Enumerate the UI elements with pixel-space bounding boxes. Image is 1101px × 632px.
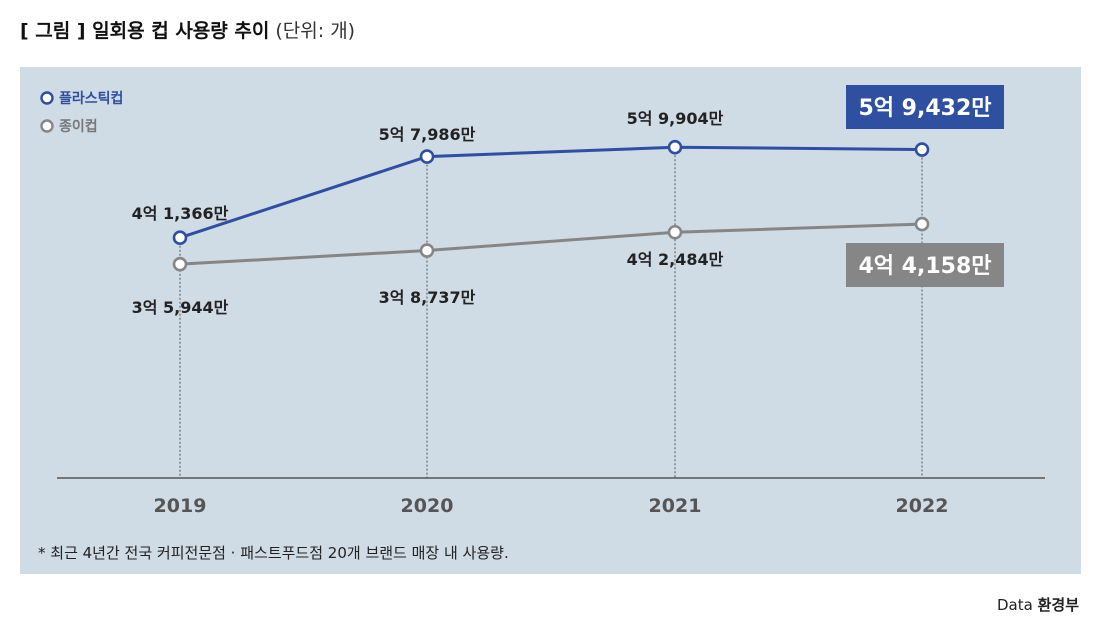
x-tick-label: 2022 (896, 495, 949, 517)
chart-unit: (단위: 개) (275, 20, 356, 42)
final-value-label-plastic: 5억 9,432만 (858, 96, 991, 121)
data-point-paper (419, 243, 435, 258)
legend-label-paper: 종이컵 (59, 118, 98, 135)
data-point-paper (667, 224, 683, 240)
final-value-box-paper (846, 243, 1004, 287)
x-tick-label: 2021 (649, 495, 702, 517)
legend-marker-paper (40, 119, 54, 133)
x-tick-label: 2019 (154, 495, 207, 517)
data-label-paper: 4억 2,484만 (627, 250, 724, 269)
data-label-paper: 3억 8,737만 (379, 288, 476, 307)
data-point-plastic (172, 230, 188, 245)
data-point-plastic (667, 139, 683, 155)
final-value-box-plastic (846, 85, 1004, 129)
series-line-plastic (179, 145, 923, 240)
final-value-label-paper: 4억 4,158만 (858, 254, 991, 279)
data-point-paper (914, 216, 930, 232)
legend-label-plastic: 플라스틱컵 (59, 90, 123, 107)
legend-marker-plastic (40, 91, 54, 105)
data-point-plastic (419, 149, 435, 164)
chart-title-main: [ 그림 ] 일회용 컵 사용량 추이 (20, 20, 270, 42)
data-point-plastic (914, 142, 930, 157)
series-line-paper (179, 222, 923, 266)
data-point-paper (172, 256, 188, 272)
data-label-plastic: 4억 1,366만 (132, 204, 229, 223)
chart-panel: 2019 2020 2021 2022 4억 1,366만 5억 7,986만 5억 9,9… (20, 67, 1081, 574)
data-source: Data 환경부 (997, 594, 1079, 615)
x-tick-label: 2020 (401, 495, 454, 517)
line-chart: 2019 2020 2021 2022 4억 1,366만 5억 7,986만 5억 9,9… (40, 85, 1045, 517)
data-label-plastic: 5억 7,986만 (379, 125, 476, 144)
footnote: * 최근 4년간 전국 커피전문점 · 패스트푸드점 20개 브랜드 매장 내 … (38, 544, 509, 562)
data-label-plastic: 5억 9,904만 (627, 109, 724, 128)
source-name: 환경부 (1037, 596, 1079, 614)
chart-title: [ 그림 ] 일회용 컵 사용량 추이 (단위: 개) (20, 16, 355, 43)
data-label-paper: 3억 5,944만 (132, 298, 229, 317)
source-prefix: Data (996, 596, 1033, 614)
